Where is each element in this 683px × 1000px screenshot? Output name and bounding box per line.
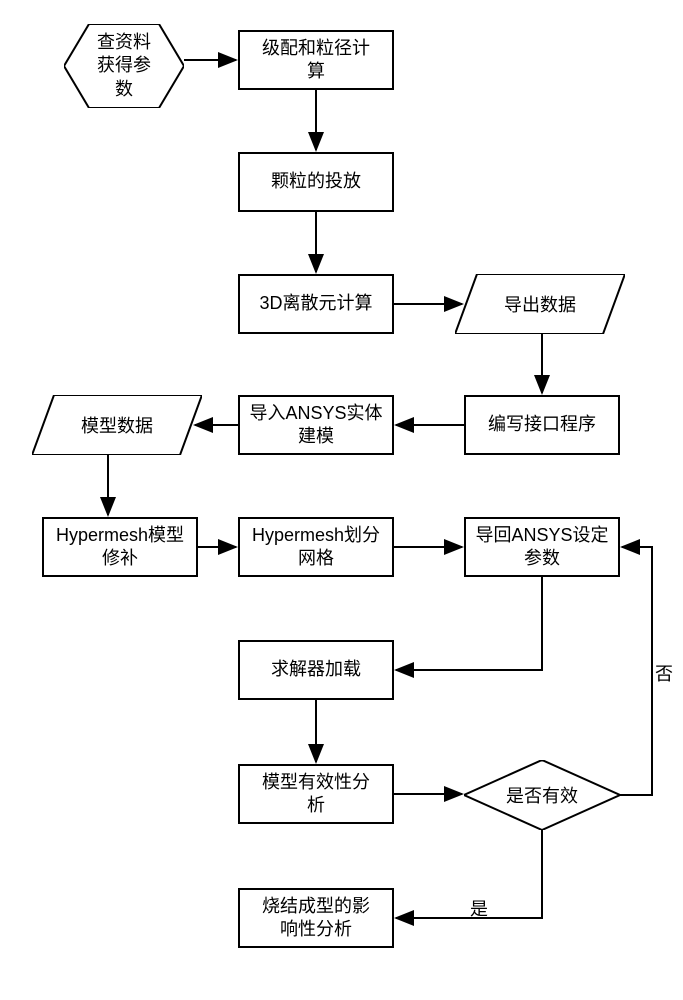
node-label: 模型数据 [32, 395, 202, 455]
node-label: Hypermesh模型修补 [56, 524, 184, 571]
node-hypermesh-mesh: Hypermesh划分网格 [238, 517, 394, 577]
node-solver-load: 求解器加载 [238, 640, 394, 700]
node-label: 是否有效 [464, 760, 620, 830]
node-is-valid: 是否有效 [464, 760, 620, 830]
node-label: Hypermesh划分网格 [252, 524, 380, 571]
node-grading-calc: 级配和粒径计算 [238, 30, 394, 90]
edge-label-yes: 是 [470, 895, 488, 921]
node-label: 编写接口程序 [488, 413, 596, 436]
node-label: 颗粒的投放 [271, 170, 361, 193]
node-label: 级配和粒径计算 [262, 37, 370, 84]
node-export-data: 导出数据 [455, 274, 625, 334]
node-label: 导回ANSYS设定参数 [475, 524, 608, 571]
node-3d-dem: 3D离散元计算 [238, 274, 394, 334]
node-validity-analysis: 模型有效性分析 [238, 764, 394, 824]
node-ansys-params: 导回ANSYS设定参数 [464, 517, 620, 577]
node-label: 模型有效性分析 [262, 771, 370, 818]
node-ansys-modeling: 导入ANSYS实体建模 [238, 395, 394, 455]
edge-label-no: 否 [655, 660, 673, 686]
node-label: 烧结成型的影响性分析 [262, 895, 370, 942]
node-label: 查资料获得参数 [79, 31, 169, 101]
node-label: 求解器加载 [271, 658, 361, 681]
node-label: 导出数据 [455, 274, 625, 334]
node-interface-program: 编写接口程序 [464, 395, 620, 455]
node-particle-placement: 颗粒的投放 [238, 152, 394, 212]
node-model-data: 模型数据 [32, 395, 202, 455]
node-sintering-analysis: 烧结成型的影响性分析 [238, 888, 394, 948]
edges-layer [0, 0, 683, 1000]
node-label: 导入ANSYS实体建模 [249, 402, 382, 449]
node-hypermesh-repair: Hypermesh模型修补 [42, 517, 198, 577]
node-label: 3D离散元计算 [259, 292, 372, 315]
node-lookup-params: 查资料获得参数 [64, 24, 184, 108]
